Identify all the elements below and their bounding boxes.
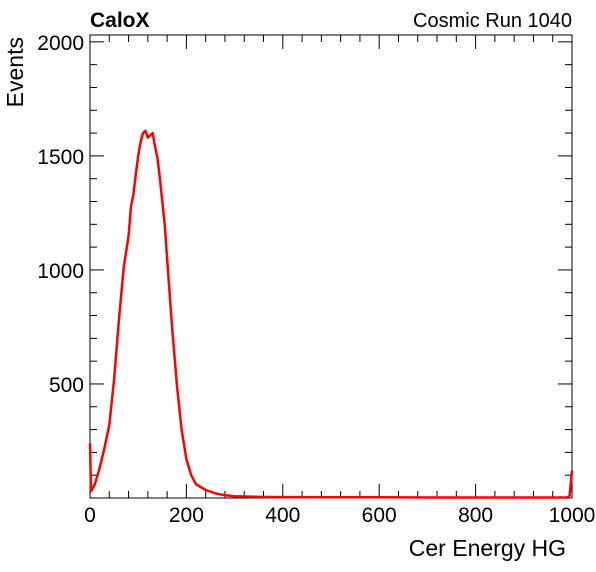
x-tick-label: 600	[362, 504, 397, 527]
x-tick-labels: 0 200 400 600 800 1000	[84, 504, 595, 527]
x-axis-title: Cer Energy HG	[409, 535, 566, 561]
run-label: Cosmic Run 1040	[413, 10, 572, 32]
x-tick-label: 400	[265, 504, 300, 527]
y-axis-title: Events	[2, 37, 28, 107]
y-tick-labels: 500 1000 1500 2000	[37, 32, 84, 397]
experiment-label: CaloX	[90, 9, 150, 32]
y-tick-label: 2000	[37, 32, 84, 55]
y-tick-label: 1500	[37, 146, 84, 169]
histogram-line	[88, 129, 574, 499]
x-tick-label: 200	[169, 504, 204, 527]
y-tick-label: 1000	[37, 260, 84, 283]
x-tick-label: 800	[458, 504, 493, 527]
plot-frame	[89, 34, 573, 499]
y-tick-label: 500	[49, 374, 84, 397]
axis-ticks	[89, 35, 573, 499]
x-tick-label: 0	[84, 504, 96, 527]
x-tick-label: 1000	[549, 504, 596, 527]
